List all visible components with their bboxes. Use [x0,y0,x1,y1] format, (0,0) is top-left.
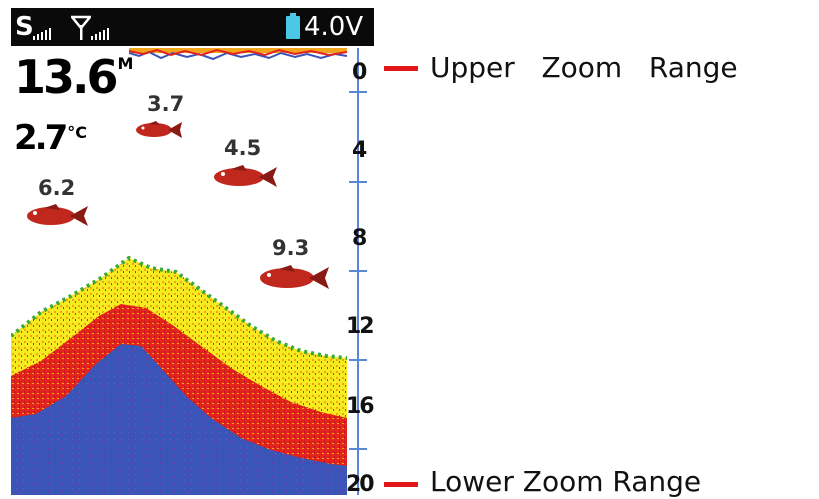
temperature-unit: °C [67,123,87,142]
antenna-icon [71,15,91,40]
fish-depth-label: 6.2 [38,176,76,200]
status-bar: S 4.0V [11,8,374,46]
sonar-indicator: S [15,12,34,42]
upper-zoom-range-label: Upper Zoom Range [430,51,738,84]
sonar-echo-area [11,255,347,495]
fish-icon [27,204,88,226]
fish-depth-label: 4.5 [224,136,262,160]
bottom-contour-green-edge [11,255,347,360]
scale-tick [349,181,367,183]
scale-label: 0 [352,60,367,85]
sonar-signal-icon [33,28,51,40]
scale-label: 16 [346,394,374,419]
scale-tick [349,270,367,272]
scale-label: 4 [352,138,367,163]
depth-scale: 0 4 8 12 16 20 [346,48,374,495]
lower-zoom-range-label: Lower Zoom Range [430,465,702,498]
temperature-reading: 2.7 °C [14,118,87,158]
gps-signal-icon [91,28,109,40]
scale-tick [349,359,367,361]
fish-icon [214,165,277,187]
depth-value: 13.6 [14,50,118,104]
fish-icon [260,265,329,289]
scale-tick [349,448,367,450]
sonar-display: S 4.0V 13.6 M 2.7 °C 3.7 4.5 [11,8,374,495]
scale-label: 20 [346,472,374,496]
depth-reading: 13.6 M [14,54,134,100]
scale-tick [349,91,367,93]
surface-clutter [129,48,347,61]
fish-depth-label: 3.7 [147,92,185,116]
depth-unit: M [117,54,134,73]
battery-icon [286,13,300,39]
fish-depth-label: 9.3 [272,236,310,260]
scale-label: 12 [346,314,374,339]
scale-label: 8 [352,226,367,251]
lower-callout-line [384,482,418,487]
fish-icon [136,121,182,138]
upper-callout-line [384,66,418,71]
battery-voltage: 4.0V [304,12,364,42]
temperature-value: 2.7 [14,118,68,158]
bottom-hard-blue [11,344,347,495]
